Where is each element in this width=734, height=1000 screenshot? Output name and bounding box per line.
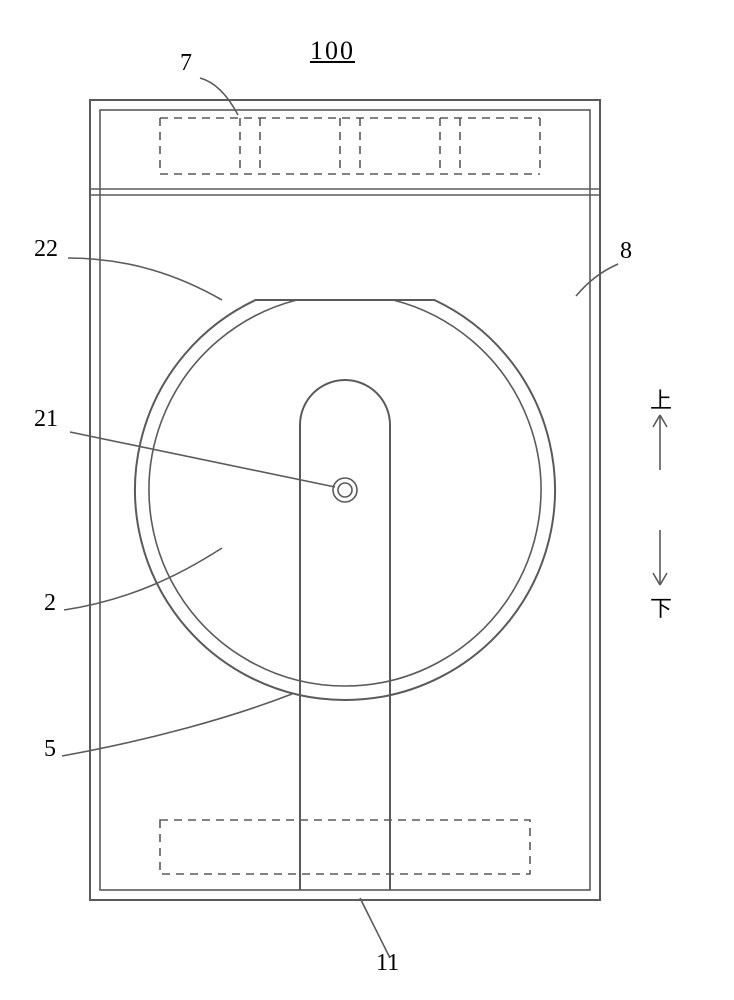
inner-frame <box>100 110 590 890</box>
leader-21 <box>70 432 335 487</box>
leader-8 <box>576 264 618 296</box>
orientation-up: 上 <box>650 383 672 415</box>
leader-22 <box>68 258 222 300</box>
ref-7: 7 <box>180 50 192 77</box>
leader-2 <box>64 548 222 610</box>
ref-8: 8 <box>620 238 632 265</box>
orientation-down: 下 <box>650 591 672 623</box>
figure-ref-100: 100 <box>310 36 355 66</box>
leader-11 <box>360 898 390 958</box>
center-slot <box>300 380 390 890</box>
ref-21: 21 <box>34 406 58 433</box>
leader-5 <box>62 694 292 756</box>
pivot-outer <box>333 478 357 502</box>
outer-frame <box>90 100 600 900</box>
ref-5: 5 <box>44 736 56 763</box>
ref-11: 11 <box>376 950 399 977</box>
ref-22: 22 <box>34 236 58 263</box>
bottom-dashed-box <box>160 820 530 874</box>
diagram-svg <box>0 0 734 1000</box>
ref-2: 2 <box>44 590 56 617</box>
door-outline-inner <box>149 300 541 686</box>
pivot-inner <box>338 483 352 497</box>
